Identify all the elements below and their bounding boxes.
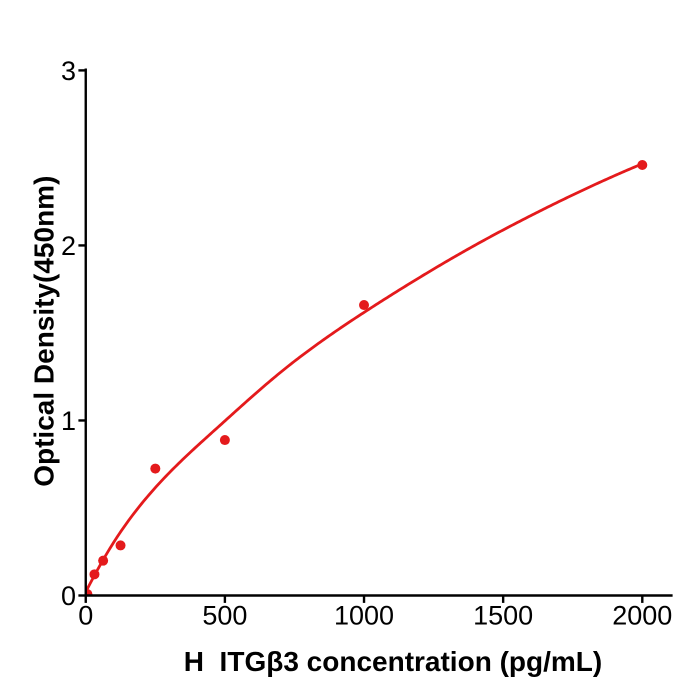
svg-text:Optical Density(450nm): Optical Density(450nm)	[28, 176, 59, 487]
svg-text:2: 2	[61, 231, 76, 261]
svg-text:1: 1	[61, 406, 76, 436]
svg-text:0: 0	[61, 581, 76, 611]
svg-text:2000: 2000	[612, 601, 672, 631]
svg-text:1500: 1500	[473, 601, 533, 631]
svg-text:1000: 1000	[334, 601, 394, 631]
svg-text:3: 3	[61, 56, 76, 86]
svg-text:0: 0	[78, 601, 93, 631]
svg-text:500: 500	[202, 601, 247, 631]
svg-text:H ITGβ3 concentration (pg/mL): H ITGβ3 concentration (pg/mL)	[184, 646, 602, 677]
